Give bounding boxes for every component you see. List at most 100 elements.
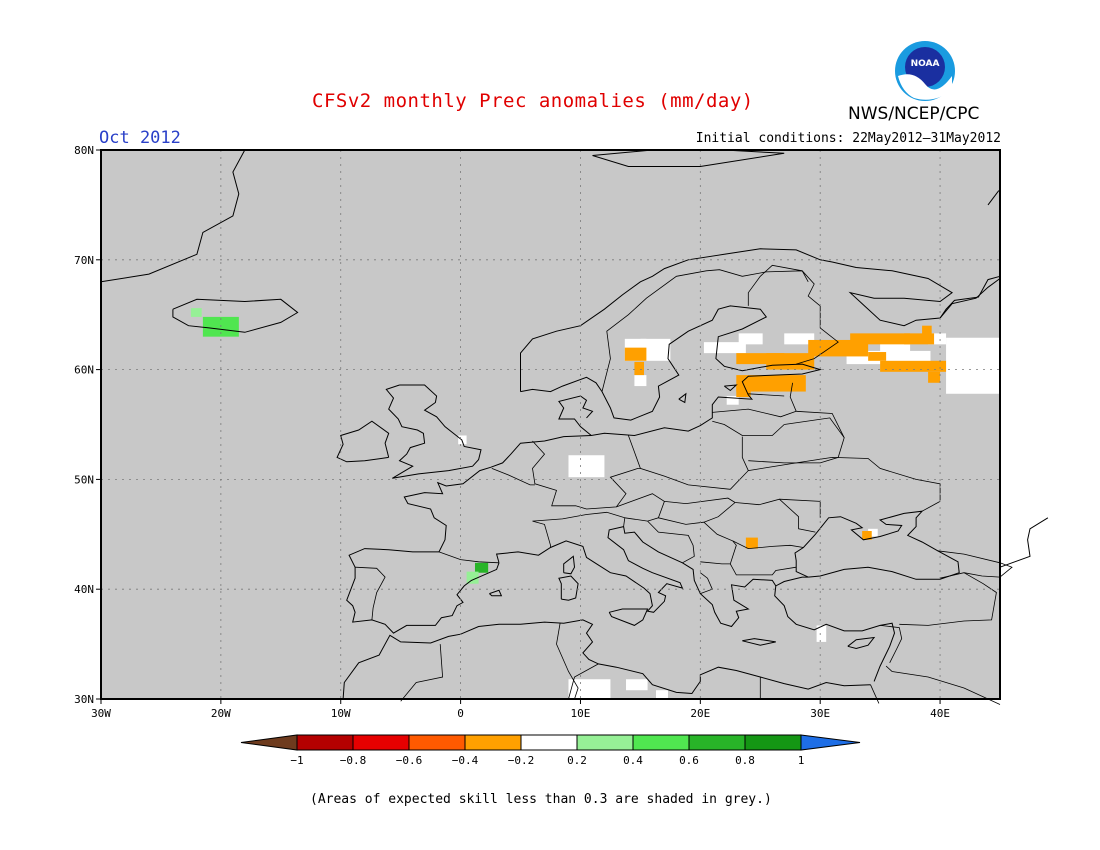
legend-tick-label: 0.2 bbox=[567, 754, 587, 767]
lon-tick-label: 30W bbox=[91, 707, 111, 720]
anomaly-cell bbox=[726, 395, 739, 405]
anomaly-cell bbox=[190, 308, 202, 317]
anomaly-cell bbox=[466, 571, 479, 584]
legend-swatch bbox=[464, 734, 522, 751]
coastline bbox=[724, 384, 738, 392]
country-border bbox=[355, 566, 386, 620]
map-frame bbox=[100, 149, 1001, 700]
anomaly-cell bbox=[904, 333, 935, 345]
anomaly-cell bbox=[738, 333, 763, 345]
coastline bbox=[520, 248, 1001, 392]
coastline bbox=[987, 190, 1000, 206]
coastline bbox=[172, 298, 299, 333]
legend-swatch bbox=[520, 734, 578, 751]
anomaly-cell bbox=[568, 679, 611, 699]
coastline bbox=[939, 275, 1001, 319]
anomaly-cell bbox=[880, 360, 947, 372]
lon-tick-label: 20W bbox=[211, 707, 231, 720]
country-border bbox=[735, 498, 816, 533]
coastline bbox=[495, 525, 809, 628]
legend-tick-label: −0.2 bbox=[508, 754, 535, 767]
lat-tick-label: 40N bbox=[74, 583, 94, 596]
country-border bbox=[885, 665, 1001, 705]
country-border bbox=[556, 623, 579, 700]
coastline bbox=[742, 638, 776, 646]
lon-tick-label: 20E bbox=[690, 707, 710, 720]
anomaly-cell bbox=[736, 353, 785, 365]
country-border bbox=[601, 269, 809, 392]
country-border bbox=[729, 563, 797, 576]
anomaly-cell bbox=[736, 386, 751, 398]
anomaly-cell bbox=[928, 371, 941, 383]
lon-tick-label: 0 bbox=[457, 707, 464, 720]
lat-tick-label: 50N bbox=[74, 473, 94, 486]
initial-conditions: Initial conditions: 22May2012–31May2012 bbox=[695, 131, 1001, 146]
chart-title: CFSv2 monthly Prec anomalies (mm/day) bbox=[312, 90, 754, 112]
skill-footnote: (Areas of expected skill less than 0.3 a… bbox=[310, 792, 772, 807]
anomaly-cell bbox=[868, 352, 887, 361]
legend-low-arrow bbox=[240, 734, 298, 751]
legend-swatch bbox=[576, 734, 634, 751]
anomaly-cell bbox=[766, 353, 815, 370]
country-border bbox=[712, 408, 797, 418]
anomaly-cell bbox=[868, 528, 878, 537]
anomaly-cell bbox=[880, 342, 911, 354]
anomaly-cell bbox=[816, 625, 827, 642]
country-border bbox=[747, 264, 803, 306]
lat-tick-label: 60N bbox=[74, 364, 94, 377]
legend-tick-label: 0.8 bbox=[735, 754, 755, 767]
country-border bbox=[532, 520, 551, 548]
country-border bbox=[748, 456, 941, 512]
country-border bbox=[899, 572, 997, 626]
lon-tick-label: 10E bbox=[571, 707, 591, 720]
country-border bbox=[438, 551, 500, 564]
country-border bbox=[796, 270, 839, 365]
legend-tick-label: 1 bbox=[798, 754, 805, 767]
legend-tick-label: 0.6 bbox=[679, 754, 699, 767]
coastline bbox=[403, 435, 592, 553]
coastline bbox=[336, 420, 390, 463]
coastline bbox=[346, 548, 500, 634]
anomaly-cell bbox=[655, 690, 668, 699]
coastline bbox=[678, 392, 687, 404]
anomaly-cell bbox=[458, 435, 467, 445]
coastline bbox=[847, 636, 876, 650]
lon-tick-label: 30E bbox=[810, 707, 830, 720]
coastline bbox=[342, 619, 871, 700]
coastline bbox=[563, 555, 576, 575]
anomaly-cell bbox=[624, 347, 647, 361]
country-border bbox=[628, 435, 749, 490]
anomaly-cell bbox=[568, 455, 605, 478]
country-border bbox=[796, 410, 845, 438]
anomaly-cell bbox=[703, 342, 746, 354]
coastline bbox=[774, 585, 896, 682]
lat-tick-label: 70N bbox=[74, 254, 94, 267]
forecast-month: Oct 2012 bbox=[99, 128, 181, 148]
country-border bbox=[789, 382, 797, 412]
anomaly-cell bbox=[850, 333, 911, 345]
legend-tick-label: 0.4 bbox=[623, 754, 643, 767]
country-border bbox=[400, 644, 444, 702]
country-border bbox=[700, 521, 737, 565]
legend-swatch bbox=[688, 734, 746, 751]
anomaly-cell bbox=[862, 531, 872, 540]
country-border bbox=[870, 684, 880, 704]
anomaly-cell bbox=[634, 375, 647, 387]
anomaly-cell bbox=[474, 562, 489, 573]
legend-swatch bbox=[632, 734, 690, 751]
country-border bbox=[647, 520, 695, 564]
coastline bbox=[489, 589, 503, 597]
map-background bbox=[101, 150, 1000, 699]
legend-high-arrow bbox=[800, 734, 861, 751]
coastline bbox=[385, 384, 482, 479]
anomaly-cell bbox=[640, 338, 671, 361]
country-border bbox=[664, 497, 736, 505]
legend-swatch bbox=[352, 734, 410, 751]
lat-tick-label: 80N bbox=[74, 144, 94, 157]
country-border bbox=[940, 572, 1001, 579]
noaa-logo: NOAA bbox=[895, 41, 955, 101]
coastline bbox=[999, 517, 1049, 568]
country-border bbox=[712, 420, 785, 436]
legend-tick-label: −0.6 bbox=[396, 754, 423, 767]
legend-swatch bbox=[408, 734, 466, 751]
